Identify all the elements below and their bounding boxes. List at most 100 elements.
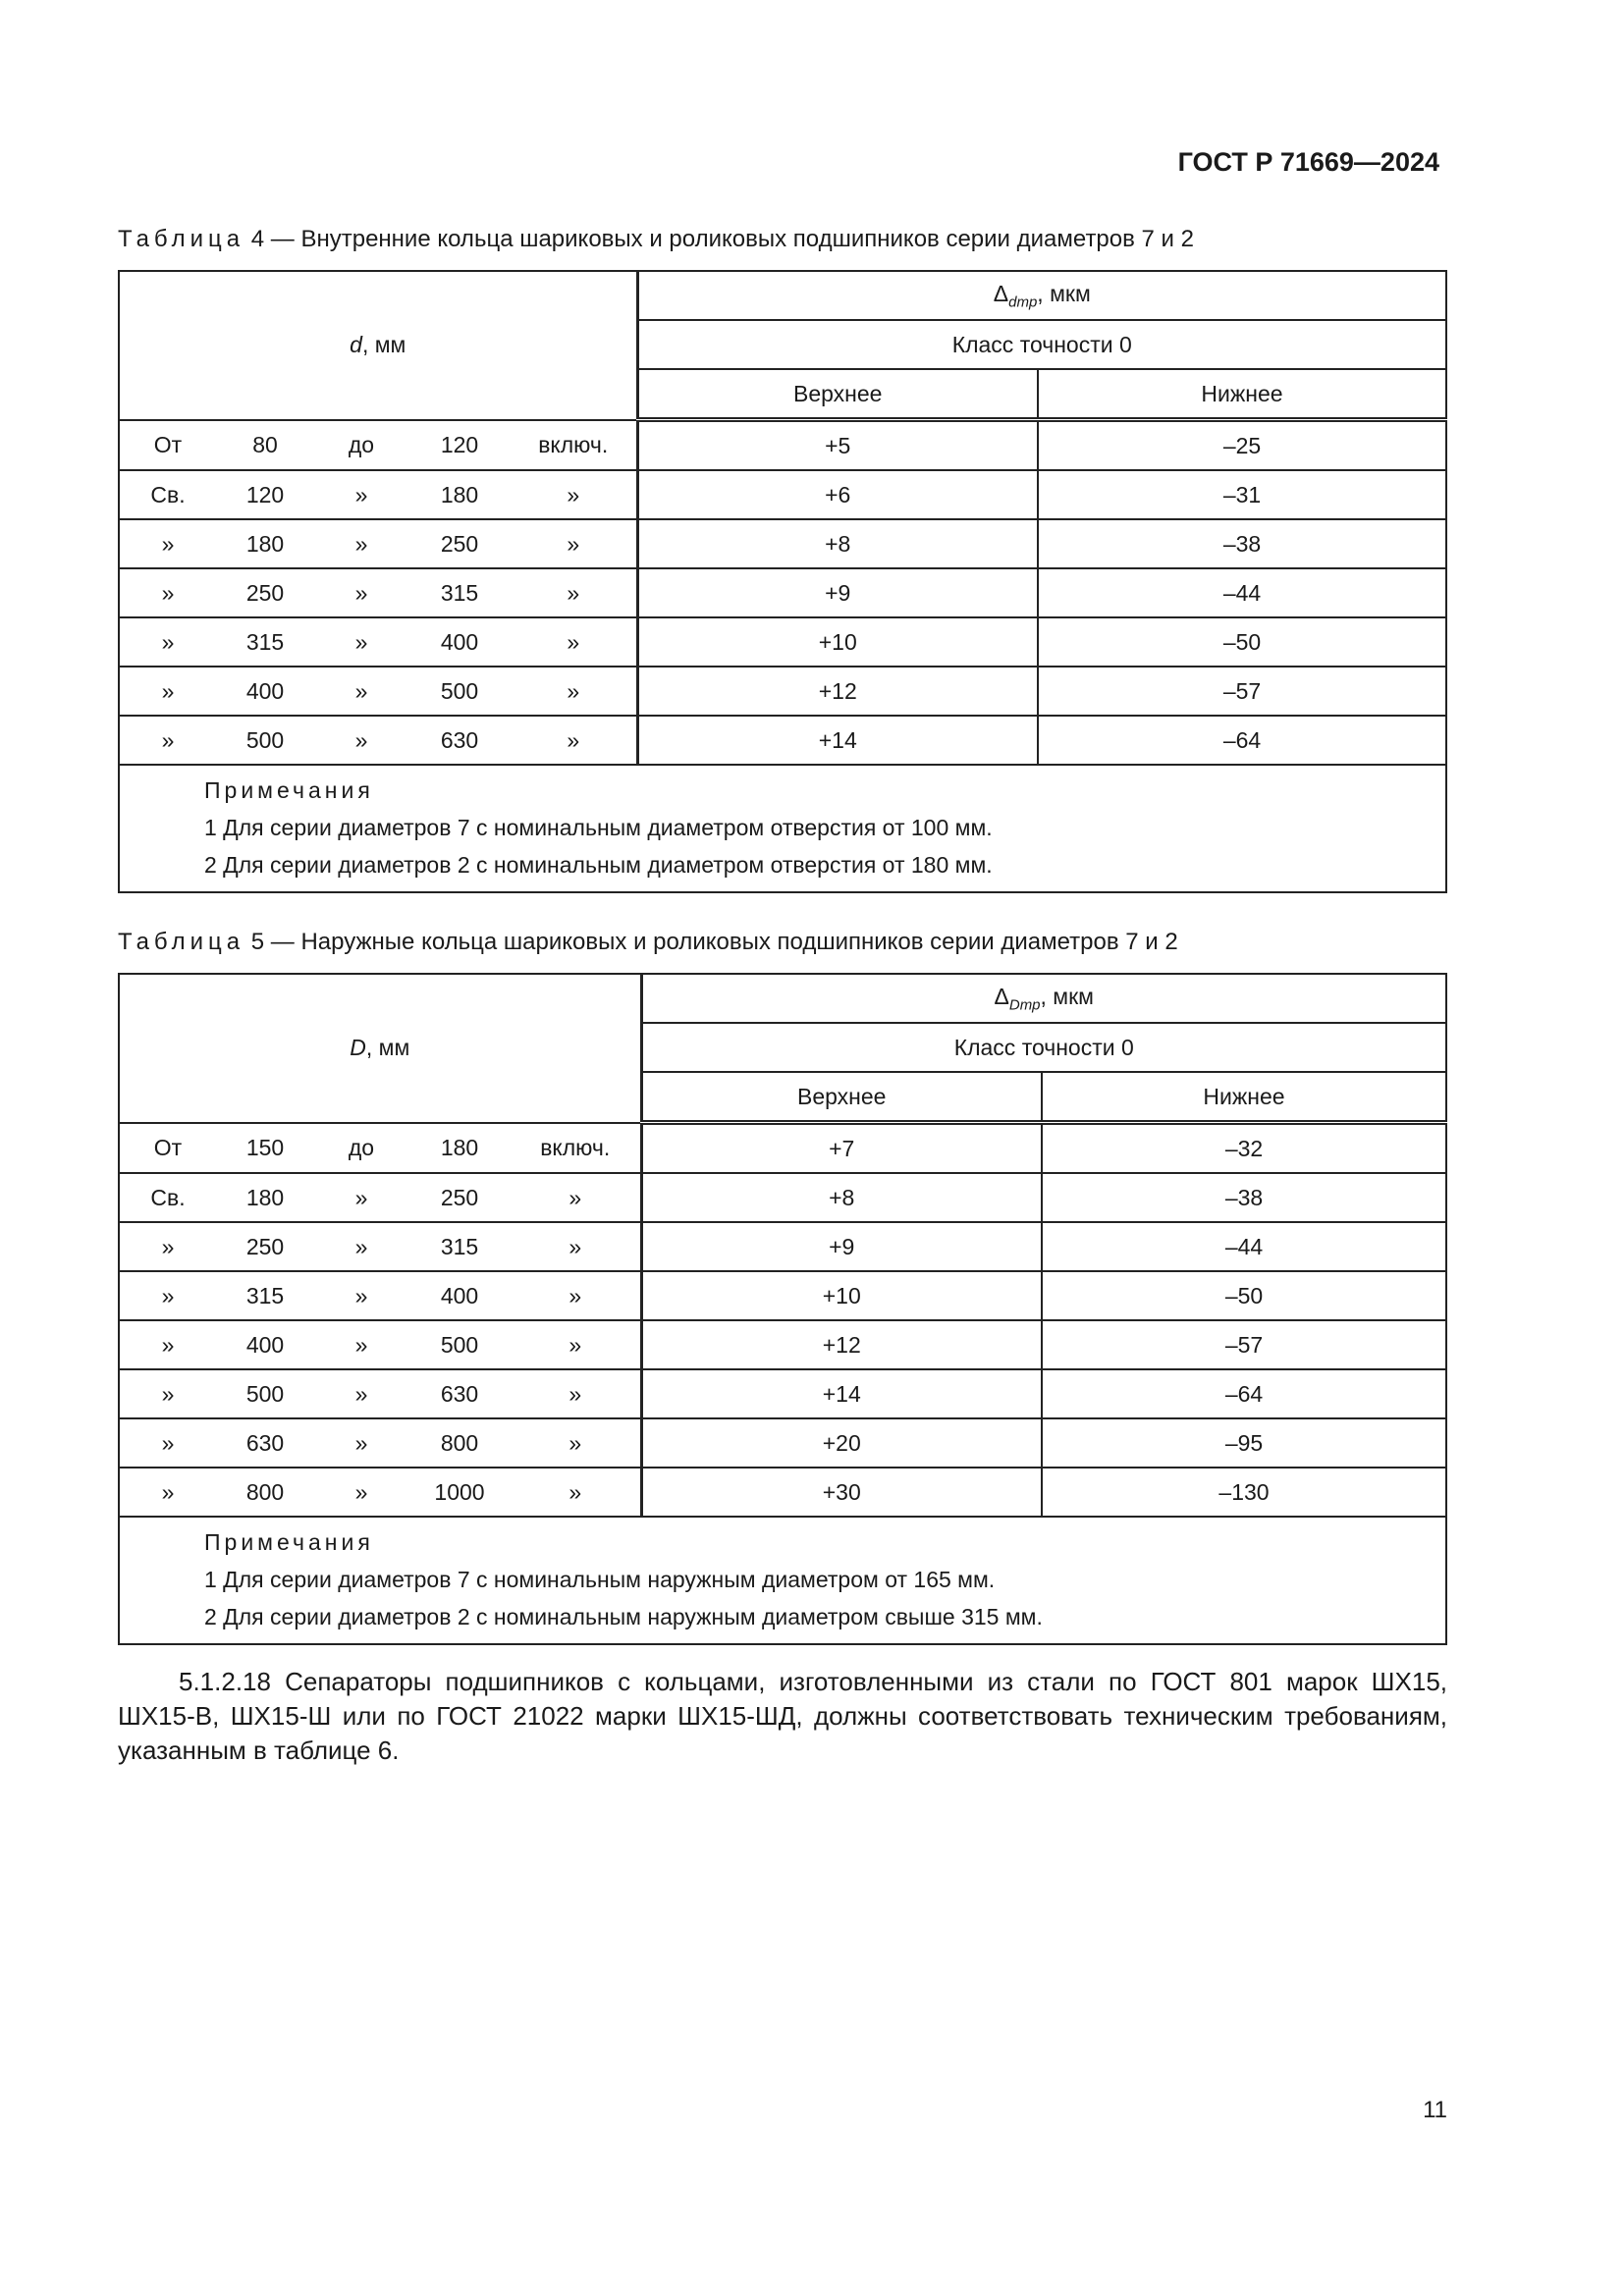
size-range: » 630 » 800 » [118,1417,643,1468]
note: 2 Для серии диаметров 2 с номинальным на… [204,1604,1043,1629]
lower-value: –32 [1041,1121,1447,1174]
unit: , мкм [1040,983,1094,1009]
range-part: » [567,579,580,606]
table-row: Св. 180 » 250 » +8 –38 [118,1172,1447,1223]
range-part: » [161,677,175,704]
size-column-header: D, мм [118,973,643,1124]
note: 1 Для серии диаметров 7 с номинальным на… [204,1567,996,1592]
upper-value: +12 [636,666,1039,717]
document-designation: ГОСТ Р 71669—2024 [1177,147,1439,177]
range-part: » [354,677,368,704]
lower-value: –64 [1037,715,1447,766]
size-range: » 250 » 315 » [118,1221,643,1272]
range-part: » [161,1233,175,1259]
lower-value: –38 [1037,518,1447,569]
accuracy-class-header: Класс точности 0 [636,319,1447,370]
upper-value: +10 [640,1270,1043,1321]
table-row: Св. 120 » 180 » +6 –31 [118,469,1447,520]
range-part: » [354,530,368,557]
notes-title: Примечания [204,777,374,803]
range-part: до [348,431,375,457]
upper-value: +30 [640,1467,1043,1518]
size-range: Св. 180 » 250 » [118,1172,643,1223]
table-row: » 500 » 630 » +14 –64 [118,1368,1447,1419]
range-part: 500 [440,677,479,704]
upper-value: +14 [640,1368,1043,1419]
size-range: » 315 » 400 » [118,616,639,667]
table-row: » 800 » 1000 » +30 –130 [118,1467,1447,1518]
range-part: » [354,579,368,606]
lower-header: Нижнее [1041,1071,1447,1125]
paragraph-5-1-2-18: 5.1.2.18 Сепараторы подшипников с кольца… [118,1667,1447,1765]
range-part: 630 [440,1380,479,1407]
range-part: » [354,481,368,507]
range-part: 500 [245,1380,285,1407]
caption-word: Таблица [118,929,245,955]
range-part: 80 [252,431,278,457]
range-part: 120 [440,431,479,457]
range-part: Св. [150,481,186,507]
range-part: Св. [150,1184,186,1210]
range-part: 120 [245,481,285,507]
range-part: » [567,481,580,507]
upper-header: Верхнее [636,368,1039,422]
lower-value: –44 [1037,567,1447,618]
range-part: 1000 [434,1478,485,1505]
range-part: 630 [245,1429,285,1456]
range-part: » [354,1184,368,1210]
size-column-header: d, мм [118,270,639,421]
unit: , мкм [1037,280,1091,306]
table-row: » 400 » 500 » +12 –57 [118,666,1447,717]
range-part: 250 [245,1233,285,1259]
range-part: 150 [245,1134,285,1160]
size-range: » 315 » 400 » [118,1270,643,1321]
range-part: » [161,1380,175,1407]
range-part: » [354,1331,368,1358]
range-part: 180 [245,530,285,557]
caption-word: Таблица [118,226,245,252]
range-part: 800 [245,1478,285,1505]
range-part: » [567,628,580,655]
size-range: От 150 до 180 включ. [118,1121,643,1174]
range-part: 250 [440,1184,479,1210]
lower-value: –38 [1041,1172,1447,1223]
range-part: » [354,1380,368,1407]
range-part: » [354,1478,368,1505]
lower-value: –57 [1037,666,1447,717]
page-number: 11 [1423,2097,1447,2123]
range-part: » [161,1478,175,1505]
delta-symbol: Δ [993,280,1009,306]
range-part: » [568,1233,582,1259]
note: 1 Для серии диаметров 7 с номинальным ди… [204,815,993,840]
range-part: 800 [440,1429,479,1456]
table-row: От 80 до 120 включ. +5 –25 [118,418,1447,471]
deviation-header: Δdmp, мкм [636,270,1447,321]
range-part: » [161,628,175,655]
range-part: 400 [245,677,285,704]
caption-text: 5 — Наружные кольца шариковых и роликовы… [250,929,1178,955]
upper-value: +10 [636,616,1039,667]
delta-subscript: Dmp [1008,996,1041,1014]
range-part: » [354,628,368,655]
size-range: » 400 » 500 » [118,1319,643,1370]
delta-subscript: dmp [1008,294,1038,311]
size-range: » 250 » 315 » [118,567,639,618]
range-part: » [161,530,175,557]
range-part: до [348,1134,375,1160]
range-part: 315 [245,628,285,655]
range-part: » [568,1184,582,1210]
range-part: 180 [245,1184,285,1210]
range-part: » [567,677,580,704]
table5-caption: Таблица 5 — Наружные кольца шариковых и … [118,929,1178,956]
range-part: » [354,726,368,753]
upper-value: +20 [640,1417,1043,1468]
range-part: » [354,1429,368,1456]
symbol: d [350,332,362,358]
upper-header: Верхнее [640,1071,1043,1125]
table-row: » 315 » 400 » +10 –50 [118,616,1447,667]
range-part: » [161,1331,175,1358]
table-row: » 500 » 630 » +14 –64 [118,715,1447,766]
lower-value: –95 [1041,1417,1447,1468]
table-row: » 315 » 400 » +10 –50 [118,1270,1447,1321]
range-part: 250 [440,530,479,557]
